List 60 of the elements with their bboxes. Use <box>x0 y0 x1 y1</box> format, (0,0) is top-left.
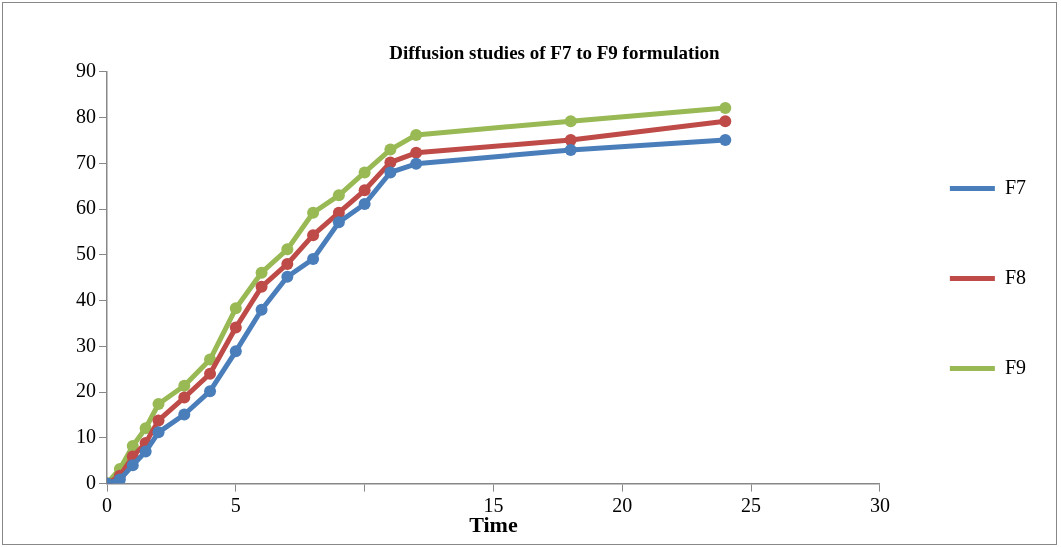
point <box>113 473 126 484</box>
y-tick-label: 90 <box>76 59 96 82</box>
y-tick-label: 80 <box>76 104 96 127</box>
point <box>332 189 345 202</box>
point <box>410 157 423 170</box>
legend-label: F8 <box>1004 265 1026 288</box>
point <box>384 143 397 156</box>
legend-label: F7 <box>1004 175 1026 198</box>
point <box>281 270 294 283</box>
point <box>178 408 191 421</box>
point <box>410 146 423 159</box>
x-tick-label: 0 <box>102 493 112 516</box>
point <box>564 144 577 157</box>
point <box>384 156 397 169</box>
point <box>255 303 268 316</box>
point <box>358 166 371 179</box>
point <box>178 391 191 404</box>
point <box>281 243 294 256</box>
y-tick-label: 50 <box>76 242 96 265</box>
y-tick-label: 70 <box>76 150 96 173</box>
chart-title: Diffusion studies of F7 to F9 formulation <box>389 42 721 64</box>
point <box>229 345 242 358</box>
point <box>410 128 423 141</box>
point <box>229 302 242 315</box>
x-tick-label: 5 <box>230 493 241 516</box>
point <box>178 379 191 392</box>
y-tick-label: 20 <box>76 379 96 402</box>
y-tick-label: 60 <box>76 196 96 219</box>
point <box>229 321 242 334</box>
point <box>152 397 165 410</box>
point <box>564 115 577 128</box>
x-tick-label: 20 <box>612 493 633 516</box>
x-tick-label: 25 <box>741 493 762 516</box>
point <box>307 229 320 242</box>
point <box>719 101 732 114</box>
point <box>139 422 152 435</box>
point <box>719 133 732 146</box>
point <box>358 198 371 211</box>
point <box>255 280 268 293</box>
point <box>126 459 139 472</box>
point <box>152 426 165 439</box>
y-tick-label: 30 <box>76 333 96 356</box>
point <box>564 133 577 146</box>
point <box>152 414 165 427</box>
x-tick-label: 30 <box>869 493 890 516</box>
point <box>204 367 217 380</box>
point <box>384 166 397 179</box>
y-tick-label: 40 <box>76 287 96 310</box>
point <box>307 252 320 265</box>
point <box>358 184 371 197</box>
point <box>255 266 268 279</box>
y-tick-label: 10 <box>76 425 96 448</box>
y-tick-label: 0 <box>86 470 96 493</box>
point <box>307 206 320 219</box>
point <box>281 257 294 270</box>
point <box>332 216 345 229</box>
legend-label: F9 <box>1004 355 1026 378</box>
point <box>139 445 152 458</box>
point <box>719 115 732 128</box>
point <box>204 385 217 398</box>
